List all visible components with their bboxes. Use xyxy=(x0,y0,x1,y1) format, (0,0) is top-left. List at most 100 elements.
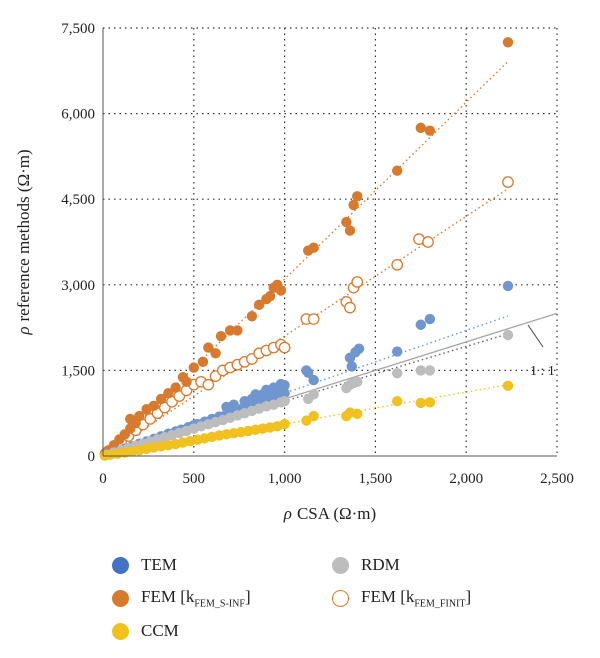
x-tick-label: 2,000 xyxy=(449,471,483,487)
data-point-tem xyxy=(275,378,287,390)
data-point-fem_inf xyxy=(344,225,356,236)
data-point-rdm xyxy=(415,365,426,376)
data-point-fem_inf xyxy=(232,325,243,336)
data-point-fem_inf xyxy=(275,285,287,296)
data-point-ccm xyxy=(415,397,426,409)
data-point-tem xyxy=(415,319,426,330)
y-tick-label: 0 xyxy=(88,449,96,465)
data-point-fem_inf xyxy=(125,413,136,425)
legend-label-fem_finit: FEM [kFEM_FINIT] xyxy=(361,587,472,610)
data-point-tem xyxy=(353,343,365,354)
y-tick-label: 7,500 xyxy=(61,21,95,37)
data-point-fem_inf xyxy=(155,393,167,405)
data-point-ccm xyxy=(352,408,363,419)
legend-item-fem_inf: FEM [kFEM_S-INF] xyxy=(112,587,251,609)
data-point-rdm xyxy=(424,365,436,376)
data-point-fem_inf xyxy=(203,342,214,353)
data-point-fem_inf xyxy=(341,216,352,228)
x-tick-label: 0 xyxy=(99,471,107,487)
data-point-tem xyxy=(303,367,314,378)
data-point-ccm xyxy=(308,410,319,422)
annotation-leader-line xyxy=(527,324,544,348)
data-point-fem_inf xyxy=(253,299,265,310)
data-point-fem_inf xyxy=(308,242,319,253)
scatter-chart: 0 500 1,000 1,500 2,000 2,500 0 1,500 3,000 4,500… xyxy=(14,21,574,523)
data-point-tem xyxy=(391,346,403,357)
legend-marker-rdm xyxy=(332,556,349,574)
legend-item-rdm: RDM xyxy=(332,555,400,575)
data-point-ccm xyxy=(424,397,436,408)
legend-label-fem_inf: FEM [kFEM_S-INF] xyxy=(141,587,251,610)
data-point-fem_inf xyxy=(181,376,192,388)
legend-label-tem: TEM xyxy=(141,555,177,574)
one-to-one-annotation: 1 : 1 xyxy=(530,364,555,379)
data-point-fem_inf xyxy=(134,410,145,422)
data-point-fem_finit xyxy=(391,258,404,271)
legend: TEM RDM FEM [kFEM_S-INF] FEM [kFEM_FINIT] CC… xyxy=(0,545,600,655)
data-point-fem_inf xyxy=(264,291,276,302)
legend-marker-tem xyxy=(112,556,129,574)
data-point-rdm xyxy=(391,368,403,379)
x-axis-label: ρ CSA (Ω·m) xyxy=(283,504,376,523)
legend-item-tem: TEM xyxy=(112,555,177,575)
legend-marker-ccm xyxy=(112,622,129,640)
axes xyxy=(102,28,557,457)
data-point-rdm xyxy=(502,329,514,341)
data-point-fem_finit xyxy=(351,276,364,288)
legend-marker-fem_inf xyxy=(112,589,129,607)
y-tick-label: 6,000 xyxy=(61,107,95,123)
legend-label-ccm: CCM xyxy=(141,621,179,640)
legend-item-ccm: CCM xyxy=(112,621,179,641)
data-point-rdm xyxy=(308,389,319,400)
series-rdm xyxy=(101,329,514,461)
data-point-fem_inf xyxy=(188,362,199,373)
data-point-fem_inf xyxy=(148,400,160,411)
trendline-rdm xyxy=(102,333,509,457)
data-point-fem_inf xyxy=(224,325,236,336)
y-tick-label: 1,500 xyxy=(61,363,95,379)
data-point-rdm xyxy=(352,376,363,388)
series-fem_inf xyxy=(99,37,514,459)
data-point-fem_inf xyxy=(210,348,221,359)
data-point-fem_inf xyxy=(246,310,258,322)
data-point-ccm xyxy=(502,380,514,392)
legend-marker-fem_finit xyxy=(332,589,349,607)
data-point-fem_inf xyxy=(424,125,436,136)
data-point-fem_inf xyxy=(415,122,426,134)
data-point-fem_finit xyxy=(344,301,356,314)
grid-lines xyxy=(103,27,558,456)
data-point-tem xyxy=(346,361,357,372)
data-point-tem xyxy=(502,280,514,292)
legend-item-fem_finit: FEM [kFEM_FINIT] xyxy=(332,587,471,609)
data-point-fem_inf xyxy=(215,330,227,342)
data-point-fem_finit xyxy=(422,236,434,248)
data-point-fem_inf xyxy=(391,165,403,176)
x-tick-label: 1,000 xyxy=(268,471,302,487)
data-point-tem xyxy=(308,374,319,386)
data-point-tem xyxy=(228,399,239,410)
data-point-fem_finit xyxy=(502,176,514,188)
data-point-fem_inf xyxy=(163,388,174,399)
data-point-fem_inf xyxy=(352,191,363,202)
data-point-rdm xyxy=(279,396,290,407)
legend-label-rdm: RDM xyxy=(361,555,400,574)
x-tick-label: 2,500 xyxy=(540,471,574,487)
data-point-fem_finit xyxy=(278,341,291,354)
data-point-tem xyxy=(424,313,436,325)
x-tick-label: 500 xyxy=(183,471,206,487)
data-point-fem_inf xyxy=(170,382,181,393)
data-point-tem xyxy=(250,389,261,400)
y-tick-label: 3,000 xyxy=(61,278,95,294)
data-point-fem_inf xyxy=(197,356,209,368)
data-points xyxy=(99,37,514,461)
data-point-ccm xyxy=(279,418,290,430)
data-point-fem_inf xyxy=(348,199,359,211)
data-point-fem_finit xyxy=(307,313,320,325)
y-tick-label: 4,500 xyxy=(61,192,95,208)
data-point-ccm xyxy=(391,396,403,407)
y-axis-label: ρreference methods (Ω·m) xyxy=(14,149,33,335)
data-point-fem_inf xyxy=(502,37,514,48)
x-tick-label: 1,500 xyxy=(359,471,393,487)
data-point-fem_finit xyxy=(202,378,215,391)
tick-labels: 0 500 1,000 1,500 2,000 2,500 0 1,500 3,000 4,500… xyxy=(61,21,574,487)
